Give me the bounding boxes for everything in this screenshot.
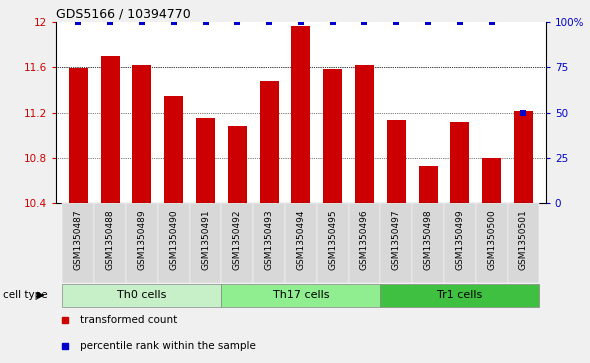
Text: GSM1350491: GSM1350491 [201,210,210,270]
Bar [317,203,349,283]
Text: GSM1350489: GSM1350489 [137,210,146,270]
Text: ▶: ▶ [37,290,44,299]
Text: GSM1350499: GSM1350499 [455,210,464,270]
Point [296,19,306,25]
Bar [228,126,247,203]
Bar [285,203,317,283]
Point [360,19,369,25]
Point [455,19,464,25]
Bar [381,203,412,283]
Text: GDS5166 / 10394770: GDS5166 / 10394770 [56,8,191,21]
Point [169,19,178,25]
Text: GSM1350488: GSM1350488 [106,210,114,270]
Bar [381,285,539,307]
Bar [126,203,158,283]
Bar [450,122,470,203]
Bar [132,65,152,203]
Text: GSM1350500: GSM1350500 [487,210,496,270]
Text: Th0 cells: Th0 cells [117,290,166,300]
Bar [94,203,126,283]
Point [106,19,115,25]
Bar [482,158,502,203]
Bar [260,81,278,203]
Bar [507,203,539,283]
Bar [444,203,476,283]
Point [264,19,274,25]
Point [201,19,210,25]
Bar [69,68,88,203]
Bar [63,203,94,283]
Bar [418,166,438,203]
Point [232,19,242,25]
Text: GSM1350495: GSM1350495 [328,210,337,270]
Bar [476,203,507,283]
Bar [158,203,189,283]
Text: GSM1350487: GSM1350487 [74,210,83,270]
Text: GSM1350501: GSM1350501 [519,210,528,270]
Text: GSM1350490: GSM1350490 [169,210,178,270]
Bar [164,95,183,203]
Point [392,19,401,25]
Point [137,19,147,25]
Text: transformed count: transformed count [80,315,177,325]
Bar [63,285,221,307]
Point [328,19,337,25]
Text: GSM1350492: GSM1350492 [233,210,242,270]
Bar [355,65,374,203]
Bar [253,203,285,283]
Bar [291,26,310,203]
Bar [196,118,215,203]
Point [519,110,528,115]
Bar [514,111,533,203]
Bar [349,203,381,283]
Text: Th17 cells: Th17 cells [273,290,329,300]
Bar [221,285,381,307]
Point [424,19,433,25]
Text: GSM1350494: GSM1350494 [296,210,306,270]
Text: GSM1350497: GSM1350497 [392,210,401,270]
Bar [387,121,406,203]
Text: GSM1350496: GSM1350496 [360,210,369,270]
Text: GSM1350493: GSM1350493 [264,210,274,270]
Text: percentile rank within the sample: percentile rank within the sample [80,341,255,351]
Bar [221,203,253,283]
Text: Tr1 cells: Tr1 cells [437,290,483,300]
Bar [323,69,342,203]
Text: cell type: cell type [3,290,48,299]
Point [74,19,83,25]
Bar [189,203,221,283]
Bar [100,56,120,203]
Text: GSM1350498: GSM1350498 [424,210,432,270]
Bar [412,203,444,283]
Point [487,19,496,25]
